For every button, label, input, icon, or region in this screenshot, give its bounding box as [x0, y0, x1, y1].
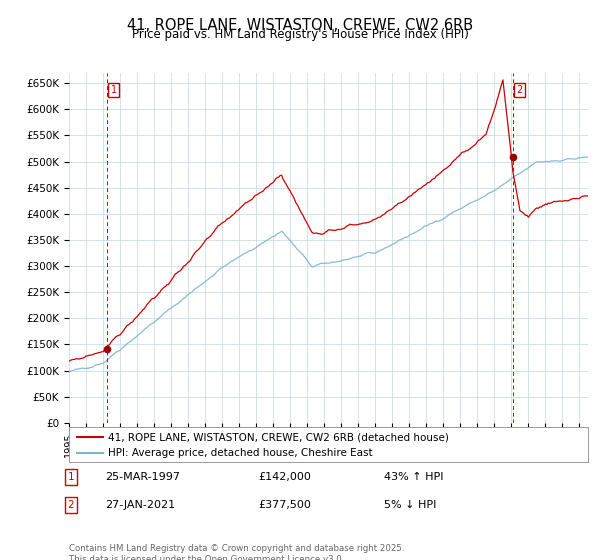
Text: £142,000: £142,000	[258, 472, 311, 482]
Text: Price paid vs. HM Land Registry's House Price Index (HPI): Price paid vs. HM Land Registry's House …	[131, 28, 469, 41]
Text: 2: 2	[517, 85, 523, 95]
Text: 1: 1	[67, 472, 74, 482]
Text: £377,500: £377,500	[258, 500, 311, 510]
Text: 41, ROPE LANE, WISTASTON, CREWE, CW2 6RB (detached house): 41, ROPE LANE, WISTASTON, CREWE, CW2 6RB…	[108, 432, 449, 442]
Text: 5% ↓ HPI: 5% ↓ HPI	[384, 500, 436, 510]
Text: 25-MAR-1997: 25-MAR-1997	[105, 472, 180, 482]
Text: 41, ROPE LANE, WISTASTON, CREWE, CW2 6RB: 41, ROPE LANE, WISTASTON, CREWE, CW2 6RB	[127, 18, 473, 33]
Text: 2: 2	[67, 500, 74, 510]
Text: 43% ↑ HPI: 43% ↑ HPI	[384, 472, 443, 482]
Text: HPI: Average price, detached house, Cheshire East: HPI: Average price, detached house, Ches…	[108, 449, 373, 458]
Text: 27-JAN-2021: 27-JAN-2021	[105, 500, 175, 510]
Text: Contains HM Land Registry data © Crown copyright and database right 2025.
This d: Contains HM Land Registry data © Crown c…	[69, 544, 404, 560]
Text: 1: 1	[110, 85, 116, 95]
